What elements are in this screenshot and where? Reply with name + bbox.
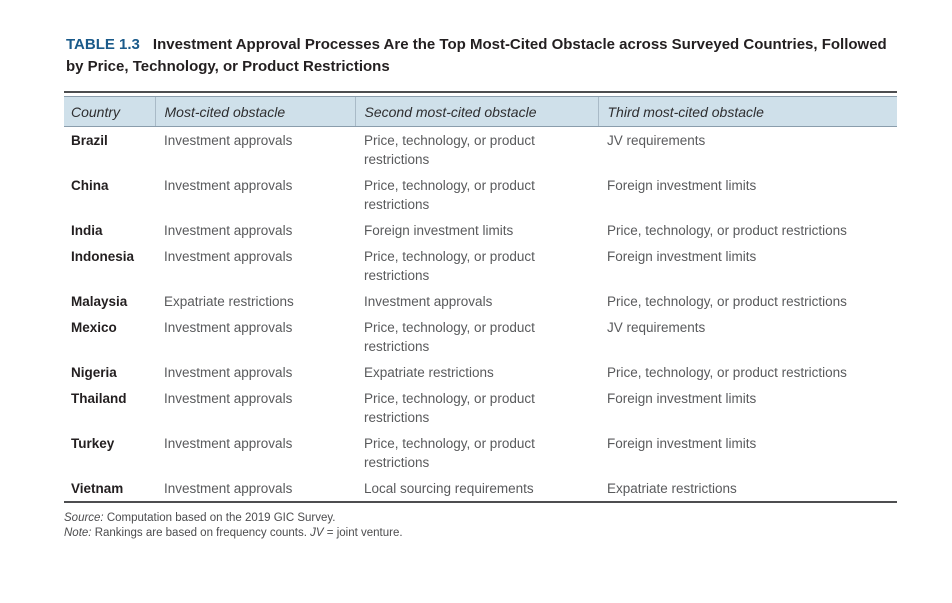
most-cited-cell: Investment approvals <box>164 249 293 264</box>
col-header-second-most-cited: Second most-cited obstacle <box>354 96 598 127</box>
country-cell: Brazil <box>71 133 108 148</box>
third-cited-cell: Expatriate restrictions <box>607 481 737 496</box>
obstacles-table: Country Most-cited obstacle Second most-… <box>64 96 897 501</box>
third-cited-cell: Price, technology, or product restrictio… <box>607 223 847 238</box>
second-cited-cell: Price, technology, or product restrictio… <box>364 320 535 354</box>
country-cell: Indonesia <box>71 249 135 264</box>
source-text: Computation based on the 2019 GIC Survey… <box>106 512 336 524</box>
note-label: Note: <box>64 527 92 539</box>
most-cited-cell: Investment approvals <box>164 436 293 451</box>
third-cited-cell: Foreign investment limits <box>607 178 757 193</box>
second-cited-cell: Price, technology, or product restrictio… <box>364 178 535 212</box>
table-row: Nigeria Investment approvals Expatriate … <box>64 359 897 385</box>
third-cited-cell: Price, technology, or product restrictio… <box>607 365 847 380</box>
table-row: Vietnam Investment approvals Local sourc… <box>64 475 897 501</box>
second-cited-cell: Local sourcing requirements <box>364 481 534 496</box>
most-cited-cell: Investment approvals <box>164 178 293 193</box>
table-row: India Investment approvals Foreign inves… <box>64 217 897 243</box>
country-cell: Vietnam <box>71 481 124 496</box>
jv-definition: = joint venture. <box>326 527 403 539</box>
country-cell: India <box>71 223 103 238</box>
third-cited-cell: JV requirements <box>607 320 706 335</box>
country-cell: Turkey <box>71 436 115 451</box>
table-row: Indonesia Investment approvals Price, te… <box>64 243 897 288</box>
third-cited-cell: Foreign investment limits <box>607 436 757 451</box>
country-cell: Nigeria <box>71 365 117 380</box>
country-cell: Mexico <box>71 320 117 335</box>
third-cited-cell: Foreign investment limits <box>607 391 757 406</box>
second-cited-cell: Price, technology, or product restrictio… <box>364 133 535 167</box>
header-row: Country Most-cited obstacle Second most-… <box>64 96 897 127</box>
second-cited-cell: Price, technology, or product restrictio… <box>364 436 535 470</box>
table-caption: TABLE 1.3 Investment Approval Processes A… <box>66 34 897 78</box>
most-cited-cell: Investment approvals <box>164 223 293 238</box>
table-row: Malaysia Expatriate restrictions Investm… <box>64 288 897 314</box>
third-cited-cell: JV requirements <box>607 133 706 148</box>
col-header-most-cited: Most-cited obstacle <box>154 96 355 127</box>
table-row: Mexico Investment approvals Price, techn… <box>64 314 897 359</box>
country-cell: Thailand <box>71 391 127 406</box>
source-note: Source: Computation based on the 2019 GI… <box>64 511 897 526</box>
table-title: Investment Approval Processes Are the To… <box>66 36 887 75</box>
table-top-rule <box>64 91 897 93</box>
footnotes: Source: Computation based on the 2019 GI… <box>64 511 897 541</box>
note: Note: Rankings are based on frequency co… <box>64 526 897 541</box>
table-row: Thailand Investment approvals Price, tec… <box>64 385 897 430</box>
most-cited-cell: Investment approvals <box>164 481 293 496</box>
country-cell: China <box>71 178 109 193</box>
second-cited-cell: Foreign investment limits <box>364 223 514 238</box>
table-number: TABLE 1.3 <box>66 36 140 53</box>
most-cited-cell: Investment approvals <box>164 365 293 380</box>
most-cited-cell: Expatriate restrictions <box>164 294 294 309</box>
note-text: Rankings are based on frequency counts. <box>94 527 307 539</box>
second-cited-cell: Expatriate restrictions <box>364 365 494 380</box>
table-row: China Investment approvals Price, techno… <box>64 172 897 217</box>
second-cited-cell: Investment approvals <box>364 294 493 309</box>
col-header-country: Country <box>64 96 155 127</box>
second-cited-cell: Price, technology, or product restrictio… <box>364 391 535 425</box>
table-row: Turkey Investment approvals Price, techn… <box>64 430 897 475</box>
table-row: Brazil Investment approvals Price, techn… <box>64 127 897 173</box>
table-bottom-rule <box>64 501 897 503</box>
third-cited-cell: Foreign investment limits <box>607 249 757 264</box>
col-header-third-most-cited: Third most-cited obstacle <box>597 96 897 127</box>
jv-abbreviation: JV <box>310 527 324 539</box>
source-label: Source: <box>64 512 104 524</box>
most-cited-cell: Investment approvals <box>164 133 293 148</box>
third-cited-cell: Price, technology, or product restrictio… <box>607 294 847 309</box>
second-cited-cell: Price, technology, or product restrictio… <box>364 249 535 283</box>
most-cited-cell: Investment approvals <box>164 320 293 335</box>
table-figure: TABLE 1.3 Investment Approval Processes A… <box>64 34 897 541</box>
most-cited-cell: Investment approvals <box>164 391 293 406</box>
country-cell: Malaysia <box>71 294 128 309</box>
